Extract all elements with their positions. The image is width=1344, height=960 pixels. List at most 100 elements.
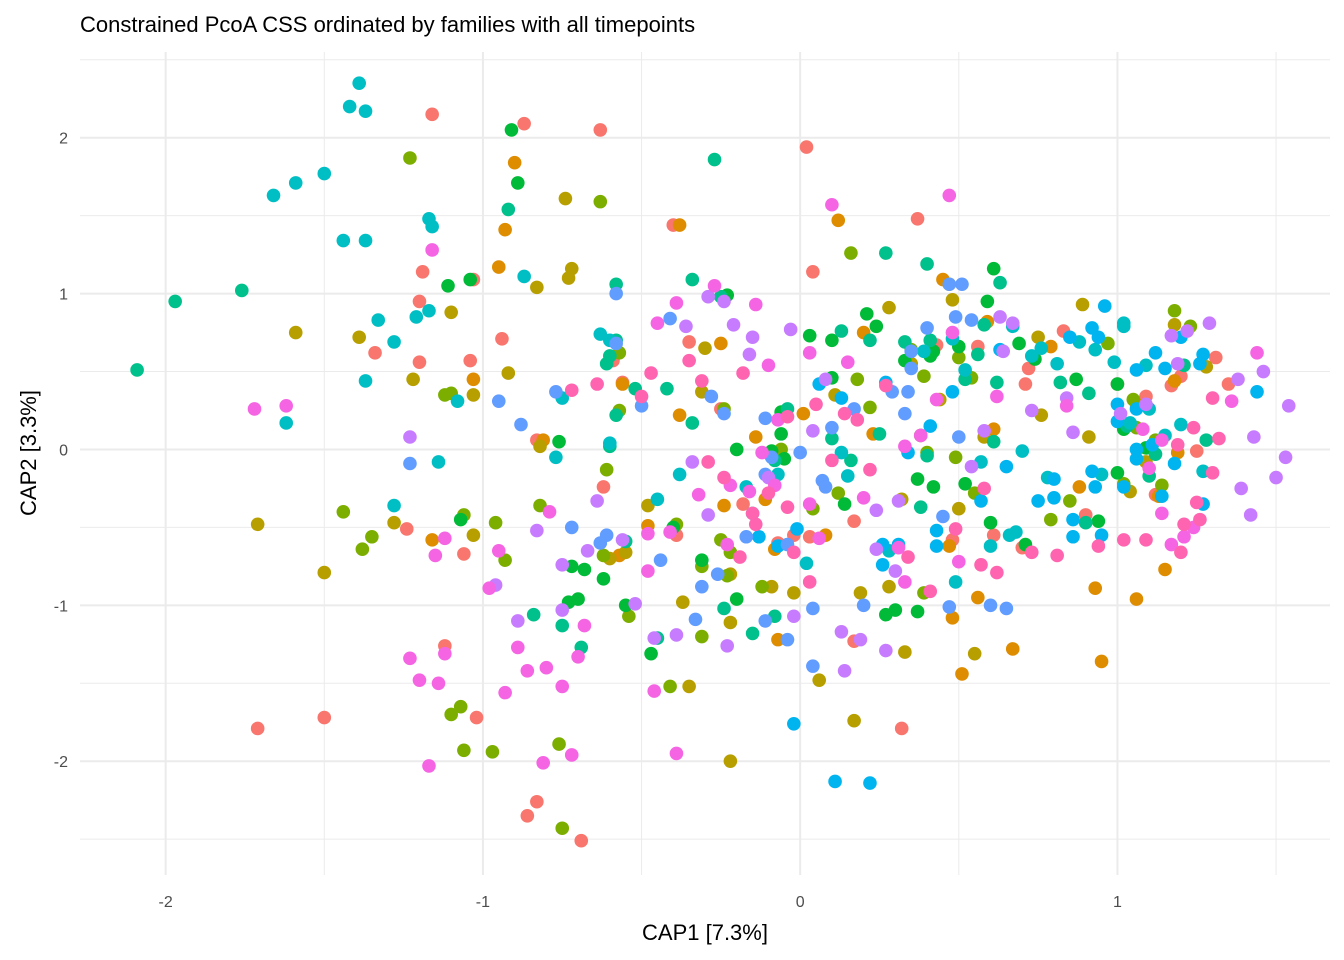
data-point [1047, 472, 1061, 486]
data-point [869, 319, 884, 334]
data-point [825, 431, 839, 446]
data-point [853, 632, 868, 647]
data-point [971, 590, 985, 605]
data-point [1088, 581, 1103, 595]
data-point [539, 660, 554, 675]
data-point [1177, 517, 1191, 532]
data-point [1243, 508, 1258, 522]
data-point [466, 388, 481, 402]
data-point [910, 211, 925, 226]
data-point [457, 547, 471, 561]
data-point [1189, 444, 1204, 458]
data-point [894, 721, 909, 736]
data-point [1129, 363, 1144, 377]
data-point [910, 604, 925, 619]
data-point [971, 347, 985, 362]
data-point [840, 355, 855, 369]
data-point [1053, 375, 1068, 390]
data-point [802, 346, 817, 360]
y-tick-label: 0 [59, 442, 68, 459]
data-point [755, 445, 769, 460]
data-point [1164, 537, 1179, 552]
data-point [520, 664, 535, 678]
data-point [466, 372, 481, 387]
data-point [720, 639, 735, 653]
data-point [425, 243, 439, 257]
data-point [438, 388, 452, 402]
data-point [672, 467, 687, 482]
data-point [806, 659, 820, 673]
data-point [945, 325, 960, 340]
data-point [695, 553, 709, 567]
data-point [596, 480, 611, 494]
data-point [942, 600, 957, 614]
data-point [672, 218, 687, 232]
data-point [774, 427, 788, 441]
x-axis-ticks: -2 -1 0 1 [159, 894, 1122, 911]
data-point [1224, 394, 1239, 408]
data-point [1091, 539, 1106, 553]
data-point [1050, 356, 1064, 371]
data-point [955, 667, 969, 681]
data-point [742, 347, 757, 362]
data-point [888, 603, 903, 617]
data-point [682, 679, 696, 694]
data-point [406, 372, 420, 387]
data-point [799, 140, 814, 154]
data-point [501, 366, 516, 380]
data-point [888, 564, 903, 578]
data-point [593, 194, 608, 209]
data-point [787, 545, 801, 560]
data-point [977, 423, 991, 438]
data-point [898, 575, 912, 589]
data-point [948, 450, 963, 465]
data-point [250, 721, 265, 736]
data-point [825, 333, 839, 348]
y-tick-label: 2 [59, 131, 68, 148]
x-tick-label: 1 [1113, 894, 1122, 911]
data-point [990, 389, 1004, 404]
data-point [1024, 545, 1039, 560]
data-point [748, 517, 763, 532]
data-point [675, 595, 690, 610]
data-point [1212, 431, 1226, 446]
data-point [980, 294, 995, 309]
data-point [952, 430, 966, 444]
data-point [812, 531, 827, 546]
data-point [802, 575, 817, 589]
data-point [847, 514, 861, 528]
data-point [723, 754, 738, 769]
data-point [530, 523, 544, 538]
data-point [615, 533, 630, 547]
data-point [787, 609, 801, 624]
data-point [983, 598, 998, 613]
data-point [463, 353, 478, 368]
data-point [355, 542, 370, 557]
data-point [641, 526, 655, 541]
data-point [1034, 341, 1049, 355]
data-point [863, 333, 877, 348]
data-point [739, 529, 754, 544]
data-point [1129, 592, 1144, 606]
data-point [1066, 512, 1080, 527]
data-point [599, 462, 614, 477]
data-point [1116, 480, 1131, 494]
data-point [717, 470, 731, 485]
data-point [1085, 464, 1099, 479]
data-point [1155, 478, 1169, 493]
data-point [964, 313, 979, 327]
data-point [403, 651, 417, 666]
data-point [723, 615, 738, 630]
data-point [1158, 361, 1172, 376]
major-gridlines [80, 52, 1330, 875]
data-point [561, 271, 576, 285]
data-point [986, 434, 1001, 449]
data-point [850, 413, 865, 427]
data-point [755, 579, 769, 594]
data-point [701, 455, 715, 469]
data-point [1148, 346, 1163, 360]
data-point [485, 745, 500, 759]
data-point [1110, 377, 1125, 391]
data-point [504, 123, 519, 137]
data-point [425, 107, 439, 122]
